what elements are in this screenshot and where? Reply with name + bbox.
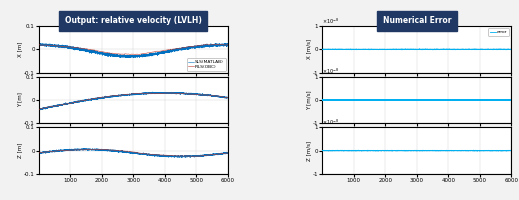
Text: $\times10^{-8}$: $\times10^{-8}$ [322, 16, 339, 26]
Y-axis label: X [m]: X [m] [18, 42, 23, 57]
Y-axis label: Z [m/s]: Z [m/s] [306, 141, 311, 161]
Text: $\times10^{-8}$: $\times10^{-8}$ [322, 67, 339, 76]
Legend: SLS(MATLAB), PILS(OBC): SLS(MATLAB), PILS(OBC) [187, 58, 226, 71]
Text: $\times10^{-8}$: $\times10^{-8}$ [322, 117, 339, 127]
Title: Output: relative velocity (LVLH): Output: relative velocity (LVLH) [65, 16, 202, 25]
Y-axis label: X [m/s]: X [m/s] [306, 39, 311, 59]
Y-axis label: Z [m]: Z [m] [18, 143, 23, 158]
Y-axis label: Y [m/s]: Y [m/s] [306, 90, 311, 110]
Y-axis label: Y [m]: Y [m] [18, 93, 23, 107]
Legend: error: error [488, 28, 509, 36]
Title: Numerical Error: Numerical Error [383, 16, 451, 25]
